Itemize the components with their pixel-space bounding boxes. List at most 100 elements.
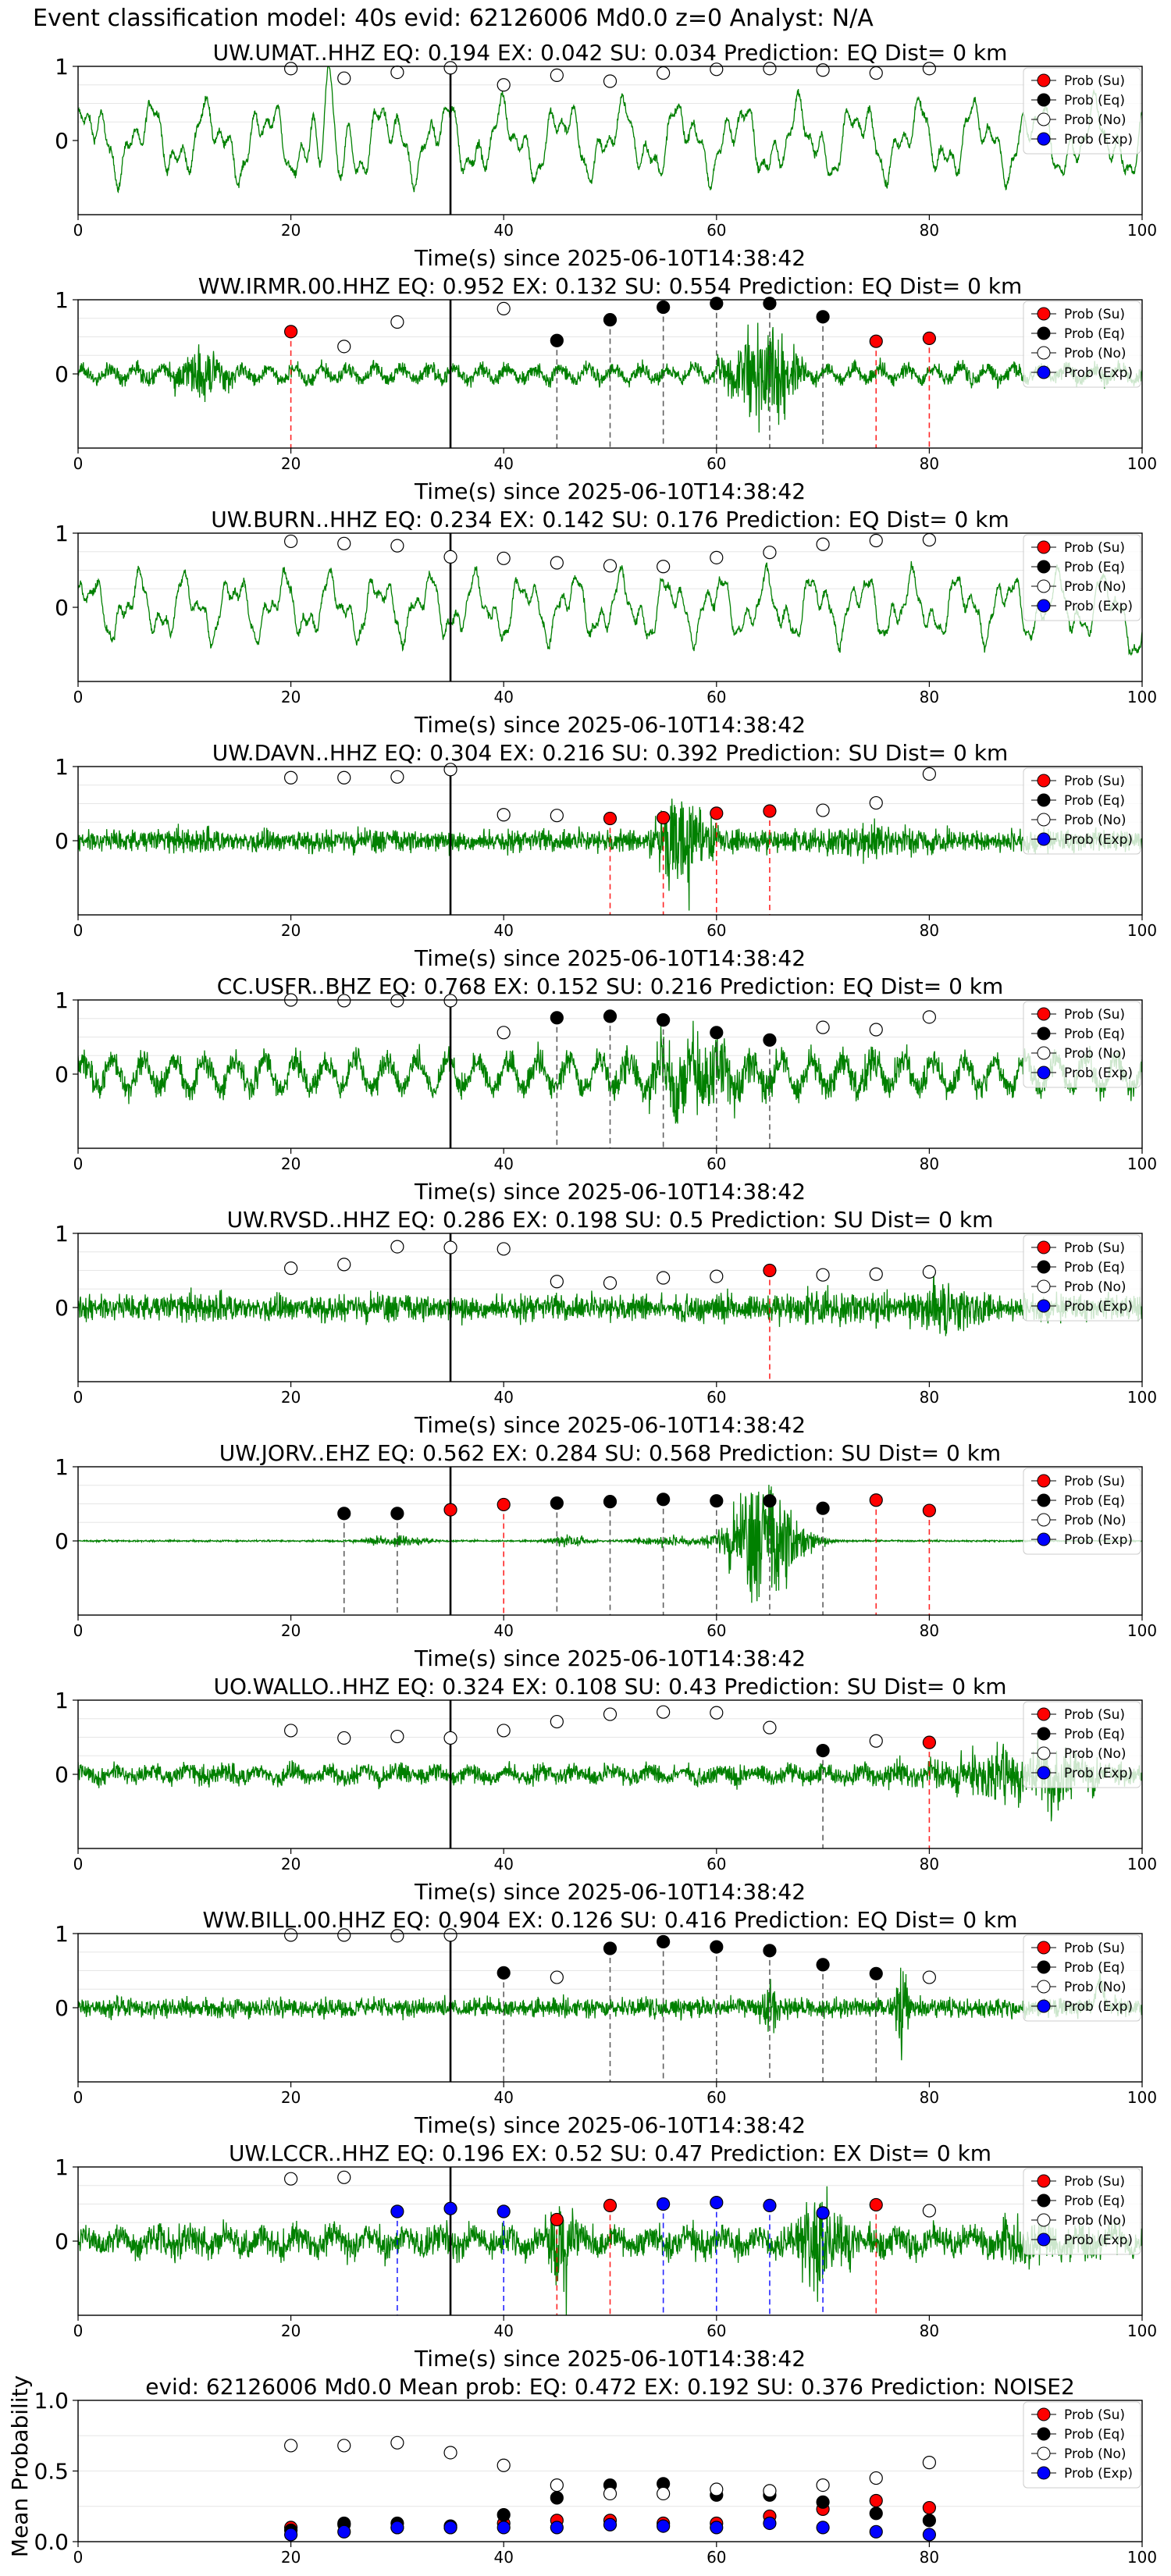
legend-marker [1037,2466,1051,2480]
waveform-trace [78,799,1142,911]
prob-marker [390,2204,404,2218]
legend-marker [1037,579,1051,593]
prob-marker [550,68,564,83]
legend-marker [1037,132,1051,146]
subplot-6: 0 20 40 60 80 100 0 1 UW.RVSD..HHZ EQ: 0.286 EX:… [55,1207,1157,1438]
prob-marker [550,333,564,347]
y-tick-label: 1 [55,2154,69,2180]
legend-label: Prob (Exp) [1064,1999,1133,2015]
x-tick-label: 80 [920,1388,939,1407]
legend-label: Prob (Eq) [1064,1260,1125,1276]
prob-marker [869,1966,883,1980]
prob-marker [816,803,830,817]
prob-marker [710,1494,724,1508]
legend-label: Prob (No) [1064,1746,1127,1762]
mean-prob-marker [710,2482,724,2496]
subplot-title: WW.IRMR.00.HHZ EQ: 0.952 EX: 0.132 SU: 0… [198,273,1023,299]
x-tick-label: 20 [281,2548,301,2567]
legend-label: Prob (Su) [1064,774,1125,789]
legend-label: Prob (Eq) [1064,1960,1125,1976]
prob-marker [869,66,883,80]
subplot-4: 0 20 40 60 80 100 0 1 UW.DAVN..HHZ EQ: 0.304 EX:… [55,740,1157,971]
figure-suptitle: Event classification model: 40s evid: 62… [33,5,874,32]
prob-marker [657,1934,671,1949]
x-tick-label: 100 [1127,921,1157,940]
legend-label: Prob (No) [1064,2213,1127,2229]
legend-marker [1037,2427,1051,2441]
mean-prob-marker [869,2524,883,2539]
prob-marker [816,310,830,324]
y-tick-label: 1 [55,1688,69,1713]
y-axis-label: Mean Probability [7,2375,33,2557]
prob-marker [603,2198,618,2212]
waveform-trace [78,66,1142,194]
legend-marker [1037,1240,1051,1254]
prob-marker [603,74,618,88]
subplot-title: UW.LCCR..HHZ EQ: 0.196 EX: 0.52 SU: 0.47… [229,2140,991,2166]
x-tick-label: 20 [281,2322,301,2340]
prob-marker [710,297,724,311]
subplot-title: UO.WALLO..HHZ EQ: 0.324 EX: 0.108 SU: 0.… [213,1674,1006,1699]
prob-marker [284,1928,298,1942]
legend-label: Prob (Eq) [1064,326,1125,342]
legend-label: Prob (Su) [1064,1707,1125,1723]
x-tick-label: 20 [281,921,301,940]
legend-label: Prob (Eq) [1064,1493,1125,1509]
prob-marker [443,550,457,564]
legend-box [1023,1468,1141,1555]
plot-area [78,560,1142,656]
legend-marker [1037,774,1051,788]
x-tick-label: 20 [281,1155,301,1173]
prob-marker [869,2197,883,2212]
y-tick-label: 1 [55,287,69,313]
waveform-trace [78,1269,1142,1336]
legend-label: Prob (Su) [1064,540,1125,556]
x-axis-label: Time(s) since 2025-06-10T14:38:42 [414,2346,806,2371]
legend-label: Prob (No) [1064,346,1127,361]
mean-prob-marker [763,2484,777,2498]
legend-marker [1037,1066,1051,1080]
x-tick-label: 100 [1127,1155,1157,1173]
mean-prob-marker [816,2478,830,2492]
mean-prob-marker [922,2528,937,2542]
prob-marker [763,1263,777,1278]
x-tick-label: 40 [493,921,513,940]
prob-marker [869,1734,883,1748]
legend-marker [1037,365,1051,379]
x-tick-label: 0 [73,2548,84,2567]
prob-marker [337,770,351,785]
prob-marker [922,1970,937,1984]
plot-area [78,1941,1142,2082]
legend-marker [1037,112,1051,126]
legend-label: Prob (Exp) [1064,599,1133,614]
x-tick-label: 60 [707,454,726,473]
prob-marker [710,1269,724,1283]
legend-marker [1037,1513,1051,1527]
legend-marker [1037,1960,1051,1974]
x-tick-label: 40 [493,2088,513,2107]
x-tick-label: 20 [281,2088,301,2107]
mean-prob-marker [869,2471,883,2485]
prob-marker [550,1496,564,1510]
y-tick-label: 1 [55,521,69,546]
x-tick-label: 60 [707,2322,726,2340]
x-tick-label: 0 [73,1388,84,1407]
prob-marker [710,1026,724,1040]
prob-marker [443,61,457,75]
prob-marker [603,811,618,826]
x-tick-label: 60 [707,688,726,706]
subplot-8: 0 20 40 60 80 100 0 1 UO.WALLO..HHZ EQ: 0.324 EX… [55,1674,1157,1905]
x-tick-label: 100 [1127,2088,1157,2107]
x-tick-label: 0 [73,454,84,473]
mean-prob-marker [550,2521,564,2535]
legend-marker [1037,540,1051,554]
legend-marker [1037,832,1051,846]
legend-marker [1037,813,1051,827]
prob-marker [550,1011,564,1025]
y-tick-label: 1 [55,1921,69,1947]
y-tick-label: 1.0 [34,2388,69,2414]
x-axis-label: Time(s) since 2025-06-10T14:38:42 [414,1179,806,1204]
prob-marker [550,1275,564,1289]
x-tick-label: 40 [493,454,513,473]
legend-marker [1037,1746,1051,1760]
